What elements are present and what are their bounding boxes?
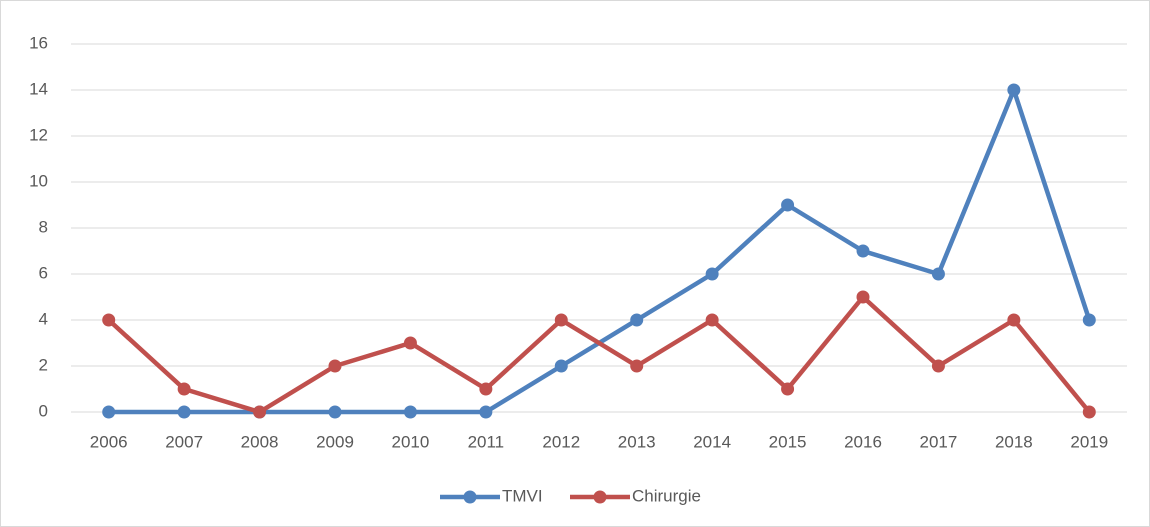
y-tick-label: 8 bbox=[39, 217, 48, 236]
data-point bbox=[102, 405, 116, 419]
data-point bbox=[1007, 313, 1021, 327]
legend-label: Chirurgie bbox=[632, 486, 701, 505]
y-tick-label: 6 bbox=[39, 263, 48, 282]
x-tick-label: 2011 bbox=[468, 432, 505, 451]
x-tick-label: 2012 bbox=[542, 432, 580, 451]
data-point bbox=[630, 313, 644, 327]
data-point bbox=[781, 382, 795, 396]
legend-marker bbox=[463, 490, 477, 504]
data-point bbox=[1082, 405, 1096, 419]
data-point bbox=[328, 359, 342, 373]
data-point bbox=[479, 405, 493, 419]
x-tick-label: 2014 bbox=[693, 432, 731, 451]
x-tick-label: 2010 bbox=[392, 432, 430, 451]
x-tick-label: 2016 bbox=[844, 432, 882, 451]
x-tick-label: 2008 bbox=[241, 432, 279, 451]
data-point bbox=[705, 313, 719, 327]
data-point bbox=[705, 267, 719, 281]
data-point bbox=[554, 313, 568, 327]
x-tick-label: 2006 bbox=[90, 432, 128, 451]
y-tick-label: 12 bbox=[29, 125, 48, 144]
x-tick-label: 2013 bbox=[618, 432, 656, 451]
x-tick-label: 2017 bbox=[920, 432, 958, 451]
legend-label: TMVI bbox=[502, 486, 543, 505]
x-tick-label: 2015 bbox=[769, 432, 807, 451]
data-point bbox=[102, 313, 116, 327]
y-tick-label: 4 bbox=[39, 309, 48, 328]
y-tick-label: 14 bbox=[29, 79, 48, 98]
x-tick-label: 2019 bbox=[1070, 432, 1108, 451]
data-point bbox=[856, 290, 870, 304]
data-point bbox=[403, 405, 417, 419]
series-line bbox=[107, 294, 1092, 415]
data-point bbox=[177, 405, 191, 419]
data-point bbox=[781, 198, 795, 212]
data-point bbox=[177, 382, 191, 396]
y-tick-label: 10 bbox=[29, 171, 48, 190]
y-tick-label: 0 bbox=[39, 401, 48, 420]
data-point bbox=[479, 382, 493, 396]
data-point bbox=[1082, 313, 1096, 327]
data-point bbox=[253, 405, 267, 419]
x-tick-label: 2018 bbox=[995, 432, 1033, 451]
y-tick-label: 16 bbox=[29, 33, 48, 52]
y-tick-label: 2 bbox=[39, 355, 48, 374]
data-point bbox=[856, 244, 870, 258]
data-point bbox=[931, 359, 945, 373]
data-point bbox=[630, 359, 644, 373]
data-point bbox=[328, 405, 342, 419]
data-point bbox=[931, 267, 945, 281]
data-point bbox=[554, 359, 568, 373]
x-tick-label: 2009 bbox=[316, 432, 354, 451]
data-point bbox=[403, 336, 417, 350]
data-point bbox=[1007, 83, 1021, 97]
x-tick-label: 2007 bbox=[165, 432, 203, 451]
legend-marker bbox=[593, 490, 607, 504]
